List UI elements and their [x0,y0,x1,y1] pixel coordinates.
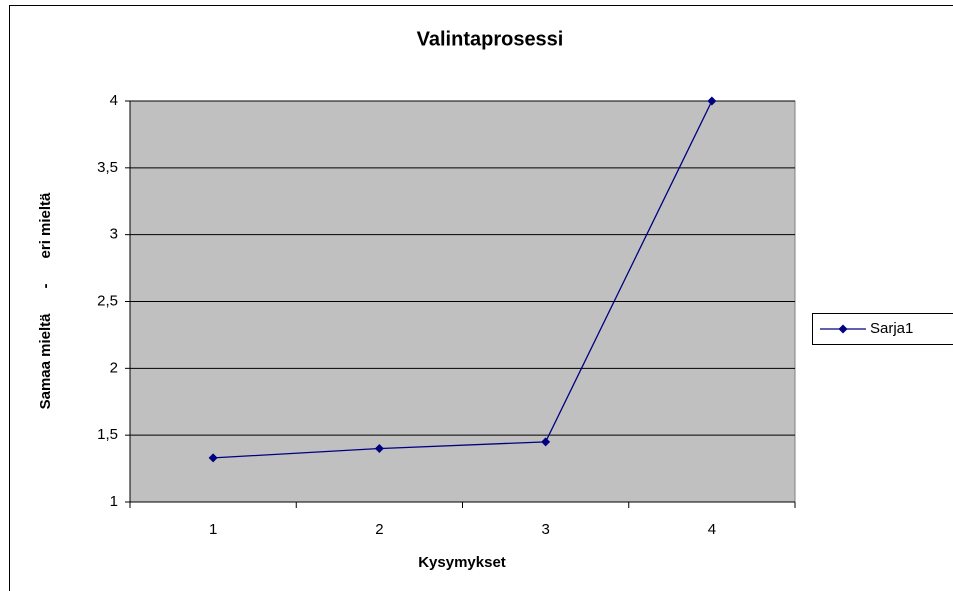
point-marker [707,96,717,106]
y-tick-label: 1,5 [97,426,118,443]
y-tick-label: 4 [110,92,118,109]
x-tick-label: 2 [375,521,383,538]
y-axis-title: Samaa mieltä - eri mieltä [37,192,54,409]
legend-marker [838,324,848,334]
x-tick-label: 4 [708,521,716,538]
legend-label: Sarja1 [870,320,913,337]
point-marker [374,444,384,454]
point-marker [541,437,551,447]
series-line [213,100,713,459]
y-tick-label: 2 [110,359,118,376]
y-tick-label: 2,5 [97,292,118,309]
y-tick-label: 1 [110,493,118,510]
y-tick-label: 3,5 [97,159,118,176]
chart-title: Valintaprosessi [417,28,564,50]
point-marker [208,453,218,463]
x-axis-title: Kysymykset [418,554,506,571]
y-tick-label: 3 [110,226,118,243]
x-tick-label: 3 [541,521,549,538]
x-tick-label: 1 [209,521,217,538]
